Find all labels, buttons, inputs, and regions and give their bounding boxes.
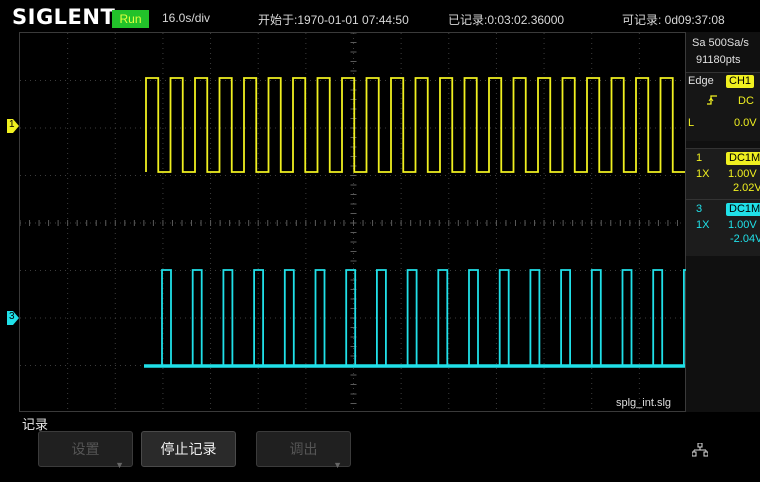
timebase-readout[interactable]: 16.0s/div <box>162 11 211 25</box>
top-status-bar: SIGLENT Run 16.0s/div 开始于:1970-01-01 07:… <box>0 0 760 32</box>
run-status-badge[interactable]: Run <box>112 10 149 28</box>
chevron-down-icon: ▼ <box>115 460 124 470</box>
trigger-level-label: L <box>688 117 695 129</box>
network-icon[interactable] <box>691 442 709 460</box>
right-info-panel: Sa 500Sa/s 91180pts Edge CH1 DC L 0.0V 1… <box>686 32 760 412</box>
ch3-marker[interactable]: 3 <box>7 311 19 325</box>
ch1-marker[interactable]: 1 <box>7 119 19 133</box>
ch3-trace <box>161 269 694 366</box>
ch1-probe: 1X <box>696 168 710 180</box>
ch1-info-block[interactable]: 1 DC1M 1X 1.00V 2.02V <box>686 148 760 205</box>
ch3-coupling: DC1M <box>726 203 760 216</box>
ch1-offset: 2.02V <box>733 182 760 194</box>
trigger-level: 0.0V <box>734 117 757 129</box>
settings-softkey-label: 设置 <box>71 441 100 457</box>
ch3-number: 3 <box>696 203 703 215</box>
chevron-down-icon: ▼ <box>333 460 342 470</box>
settings-softkey[interactable]: 设置 ▼ <box>38 431 133 470</box>
ch1-trace <box>145 77 685 173</box>
start-time-readout: 开始于:1970-01-01 07:44:50 <box>258 13 409 27</box>
stop-record-softkey[interactable]: 停止记录 <box>141 431 236 467</box>
trigger-coupling: DC <box>738 95 754 107</box>
recorded-time-readout: 已记录:0:03:02.36000 <box>448 13 565 27</box>
waveform-display[interactable] <box>19 32 694 414</box>
ch1-coupling: DC1M <box>726 152 760 165</box>
ch3-info-block[interactable]: 3 DC1M 1X 1.00V -2.04V <box>686 199 760 256</box>
trigger-type: Edge <box>688 75 714 87</box>
trigger-block[interactable]: Edge CH1 DC L 0.0V <box>686 72 760 141</box>
recall-softkey[interactable]: 调出 ▼ <box>256 431 351 470</box>
ch3-offset: -2.04V <box>730 233 760 245</box>
recall-softkey-label: 调出 <box>289 441 318 457</box>
sample-rate: Sa 500Sa/s <box>692 37 749 49</box>
stop-record-softkey-label: 停止记录 <box>160 441 217 457</box>
rising-edge-icon <box>706 94 718 109</box>
ch1-number: 1 <box>696 152 703 164</box>
ch1-scale: 1.00V <box>728 168 757 180</box>
record-file-name: splg_int.slg <box>616 397 672 409</box>
ch1-marker-label: 1 <box>9 119 15 130</box>
menu-title: 记录 <box>22 417 49 432</box>
available-time-readout: 可记录: 0d09:37:08 <box>622 13 725 27</box>
brand-logo: SIGLENT <box>12 5 116 29</box>
softkey-menu: 记录 设置 ▼ 停止记录 调出 ▼ <box>0 412 760 470</box>
ch3-marker-label: 3 <box>9 311 15 322</box>
ch3-scale: 1.00V <box>728 219 757 231</box>
trigger-source: CH1 <box>726 75 755 88</box>
ch3-probe: 1X <box>696 219 710 231</box>
sample-points: 91180pts <box>696 54 741 66</box>
waveform-grid <box>19 32 694 414</box>
